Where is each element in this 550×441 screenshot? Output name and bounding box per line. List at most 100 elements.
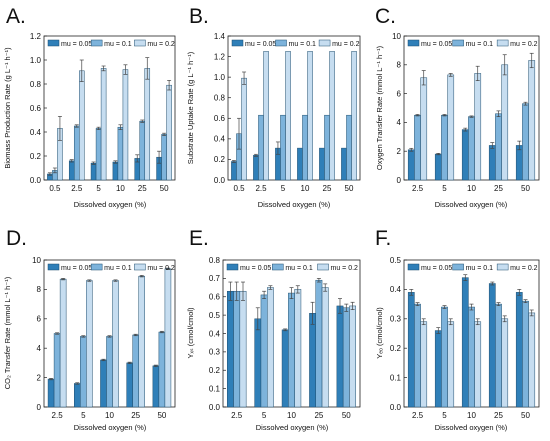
bar-f-series1 — [407, 292, 415, 408]
bar-c-series1 — [488, 145, 496, 181]
y-tick-label-e: 0.7 — [209, 274, 221, 283]
bar-d-series2 — [80, 336, 87, 408]
y-tick-label-f: 0.4 — [390, 285, 402, 294]
bar-b-series2 — [346, 114, 352, 181]
bar-b-series2 — [324, 114, 330, 181]
legend-label-d: mu = 0.1 — [104, 265, 132, 272]
x-tick-label-d: 25 — [131, 411, 140, 420]
legend-swatch-e — [226, 263, 239, 271]
y-tick-label-c: 10 — [392, 32, 401, 41]
bar-c-series3 — [501, 64, 509, 181]
legend-label-f: mu = 0.1 — [466, 265, 494, 272]
bar-b-series3 — [241, 77, 247, 181]
legend-e: mu = 0.05 mu = 0.1 mu = 0.2 — [226, 263, 359, 272]
y-tick-label-a: 0.4 — [30, 128, 42, 137]
bar-e-series3 — [294, 289, 302, 408]
x-tick-label-e: 5 — [262, 411, 267, 420]
x-tick-label-b: 5 — [281, 184, 286, 193]
bar-e-series2 — [233, 290, 241, 408]
y-tick-label-a: 0.0 — [30, 176, 42, 185]
y-tick-label-c: 6 — [397, 89, 402, 98]
y-tick-label-d: 10 — [32, 256, 41, 265]
bar-d-series3 — [59, 278, 67, 408]
x-tick-label-f: 2.5 — [412, 411, 424, 420]
bar-b-series3 — [263, 51, 269, 181]
legend-swatch-d — [134, 263, 146, 271]
legend-label-e: mu = 0.2 — [331, 265, 359, 272]
x-tick-label-b: 25 — [323, 184, 332, 193]
y-tick-label-b: 0.6 — [214, 114, 226, 123]
y-tick-label-f: 0.2 — [390, 344, 402, 353]
x-axis-label-d: Dissolved oxygen (%) — [74, 423, 147, 432]
bar-f-series1 — [461, 277, 469, 408]
y-tick-label-a: 1.2 — [30, 32, 42, 41]
y-tick-label-a: 0.8 — [30, 80, 42, 89]
x-tick-label-d: 50 — [157, 411, 166, 420]
panel-letter-b: B. — [189, 5, 209, 28]
bar-a-series1 — [112, 161, 119, 181]
y-tick-label-c: 8 — [397, 61, 402, 70]
legend-label-e: mu = 0.05 — [240, 265, 271, 272]
bar-b-series3 — [351, 51, 357, 181]
bar-a-series3 — [79, 70, 85, 181]
legend-swatch-a — [134, 39, 146, 47]
x-tick-label-d: 2.5 — [52, 411, 64, 420]
legend-label-f: mu = 0.05 — [421, 265, 452, 272]
bar-c-series3 — [420, 77, 428, 181]
x-axis-label-c: Dissolved oxygen (%) — [435, 200, 508, 209]
panel-letter-f: F. — [375, 227, 391, 250]
y-tick-label-b: 1.4 — [214, 32, 226, 41]
y-axis-label-b: Substrate Uptake Rate (g L⁻¹ h⁻¹) — [186, 51, 195, 164]
legend-label-e: mu = 0.1 — [285, 265, 313, 272]
legend-swatch-b — [231, 39, 244, 47]
bar-c-series1 — [461, 129, 469, 181]
y-tick-label-f: 0.3 — [390, 315, 402, 324]
y-tick-label-a: 1.0 — [30, 56, 42, 65]
panel-letter-d: D. — [6, 227, 27, 250]
y-tick-label-e: 0.4 — [209, 329, 221, 338]
y-tick-label-b: 0.2 — [214, 155, 226, 164]
bar-a-series1 — [90, 162, 97, 181]
x-tick-label-f: 25 — [494, 411, 503, 420]
bar-f-series3 — [447, 321, 455, 408]
y-tick-label-c: 2 — [397, 147, 402, 156]
y-tick-label-e: 0.6 — [209, 293, 221, 302]
x-tick-label-f: 50 — [521, 411, 530, 420]
bar-a-series2 — [73, 125, 80, 181]
bar-d-series2 — [106, 336, 113, 408]
bar-e-series3 — [349, 305, 357, 408]
panel-letter-e: E. — [189, 227, 209, 250]
bar-e-series2 — [342, 307, 350, 408]
legend-label-c: mu = 0.1 — [466, 41, 494, 48]
legend-swatch-c — [452, 39, 464, 47]
bar-c-series1 — [407, 149, 415, 181]
legend-a: mu = 0.05 mu = 0.1 mu = 0.2 — [47, 39, 175, 48]
y-tick-label-d: 6 — [37, 315, 42, 324]
bar-f-series1 — [515, 292, 523, 408]
y-tick-label-c: 4 — [397, 118, 402, 127]
bar-a-series3 — [144, 68, 151, 181]
bar-b-series1 — [253, 155, 259, 181]
legend-label-b: mu = 0.2 — [332, 41, 360, 48]
legend-label-b: mu = 0.05 — [245, 41, 276, 48]
y-tick-label-d: 2 — [37, 373, 42, 382]
y-tick-label-d: 4 — [37, 344, 42, 353]
bar-f-series3 — [501, 318, 509, 408]
bar-f-series2 — [495, 303, 502, 408]
legend-label-b: mu = 0.1 — [289, 41, 317, 48]
y-axis-label-d: CO₂ Transfer Rate (mmol L⁻¹ h⁻¹) — [3, 276, 12, 389]
bar-d-series1 — [74, 383, 81, 408]
legend-c: mu = 0.05 mu = 0.1 mu = 0.2 — [407, 39, 538, 48]
bar-c-series3 — [447, 74, 455, 181]
x-axis-label-a: Dissolved oxygen (%) — [74, 200, 147, 209]
x-tick-label-a: 0.5 — [49, 184, 61, 193]
bar-e-series3 — [239, 290, 247, 408]
bar-f-series3 — [474, 321, 482, 408]
bar-b-series3 — [307, 51, 313, 181]
x-tick-label-a: 25 — [138, 184, 147, 193]
y-tick-label-b: 1.2 — [214, 52, 226, 61]
legend-swatch-a — [90, 39, 103, 47]
y-tick-label-a: 0.6 — [30, 104, 42, 113]
bar-a-series3 — [122, 69, 129, 181]
